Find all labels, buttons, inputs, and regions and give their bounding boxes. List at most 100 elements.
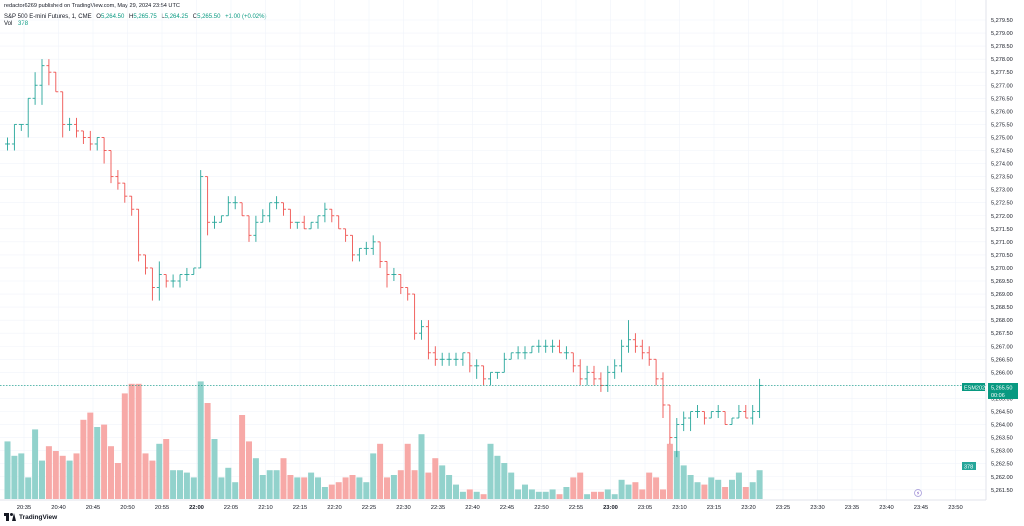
price-tick-label: 5,269.00: [991, 292, 1013, 298]
volume-bar: [687, 475, 694, 499]
ohlc-bar: [584, 365, 590, 386]
time-tick-label: 22:15: [293, 505, 308, 511]
ohlc-bar: [453, 352, 459, 366]
time-tick-label: 22:05: [224, 505, 239, 511]
volume-bar: [321, 487, 328, 499]
price-tick-label: 5,262.50: [991, 462, 1013, 468]
volume-bar: [439, 465, 446, 499]
volume-bar: [142, 453, 149, 499]
ohlc-bar: [598, 372, 604, 392]
volume-badge-box: [962, 462, 976, 470]
time-tick-label: 22:10: [258, 505, 273, 511]
ohlc-bar: [626, 320, 631, 353]
time-tick-label: 23:00: [603, 505, 618, 511]
volume-bar: [528, 489, 535, 499]
volume-bar: [156, 443, 163, 499]
symbol-title[interactable]: S&P 500 E-mini Futures, 1, CME: [4, 14, 92, 20]
volume-label: Vol: [4, 21, 13, 27]
volume-bar: [246, 441, 252, 499]
time-tick-label: 20:40: [51, 505, 66, 511]
ohlc-bar: [11, 123, 17, 151]
ohlc-bar: [39, 59, 45, 105]
ohlc-bar: [515, 346, 521, 360]
volume-bar: [101, 424, 108, 499]
volume-bar: [453, 484, 459, 499]
volume-bar: [425, 472, 432, 499]
volume-bar: [480, 494, 487, 499]
volume-bar: [73, 453, 80, 499]
volume-bar: [729, 479, 735, 499]
price-tick-label: 5,278.50: [991, 44, 1013, 50]
ohlc-bar: [177, 274, 183, 288]
ohlc-bar: [619, 339, 625, 373]
volume-bar: [225, 467, 232, 499]
ohlc-bar: [246, 215, 252, 242]
ohlc-bar: [419, 320, 424, 340]
ohlc-bar: [536, 339, 542, 353]
ohlc-bar: [115, 170, 121, 190]
volume-bar: [722, 487, 729, 499]
ohlc-bar: [53, 71, 59, 93]
close-label: C: [192, 14, 198, 20]
ohlc-bar: [122, 182, 128, 203]
volume-bar: [646, 472, 653, 499]
ohlc-bar: [467, 352, 473, 373]
time-tick-label: 23:10: [672, 505, 687, 511]
ohlc-bar: [488, 371, 493, 386]
volume-bars: [4, 381, 763, 499]
volume-bar: [632, 482, 639, 499]
volume-bar: [4, 441, 11, 499]
volume-bar: [259, 475, 266, 499]
volume-bar: [591, 491, 597, 499]
volume-bar: [625, 484, 632, 499]
ohlc-bar: [695, 404, 700, 419]
time-tick-label: 22:25: [362, 505, 377, 511]
volume-bar: [639, 489, 646, 499]
volume-bar: [190, 477, 197, 499]
ohlc-bar: [646, 346, 652, 366]
price-tick-label: 5,264.00: [991, 423, 1013, 429]
price-tick-label: 5,276.00: [991, 109, 1013, 115]
ohlc-bar: [163, 274, 169, 288]
ohlc-bar: [363, 241, 369, 255]
volume-bar: [94, 427, 101, 499]
high-value: 5,265.75: [133, 14, 157, 20]
ohlc-bar: [405, 287, 411, 301]
timezone-icon[interactable]: [914, 489, 922, 497]
volume-bar: [666, 443, 673, 499]
time-tick-label: 23:35: [845, 505, 860, 511]
price-tick-label: 5,276.50: [991, 96, 1013, 102]
volume-bar: [377, 443, 384, 499]
volume-bar: [604, 489, 611, 499]
time-tick-label: 20:45: [86, 505, 101, 511]
price-tick-label: 5,272.00: [991, 214, 1013, 220]
ohlc-bar: [398, 274, 404, 295]
ohlc-bar: [660, 372, 666, 419]
ohlc-bar: [425, 320, 431, 360]
volume-bar: [494, 455, 501, 499]
volume-bar: [328, 484, 335, 499]
price-tick-label: 5,275.00: [991, 135, 1013, 141]
ohlc-bar: [612, 359, 618, 379]
price-tick-label: 5,279.50: [991, 18, 1013, 24]
volume-bar: [556, 494, 563, 499]
time-axis[interactable]: 20:35 20:40 20:45 20:50 20:55 22:00 22:05 22:10…: [17, 505, 963, 511]
tradingview-logo[interactable]: TradingView: [4, 513, 57, 521]
volume-bar: [183, 472, 190, 499]
volume-bar: [87, 412, 94, 499]
high-label: H: [128, 14, 134, 20]
price-axis[interactable]: 5,279.50 5,279.00 5,278.50 5,278.00 5,277.50…: [991, 18, 1013, 494]
ohlc-bar: [736, 404, 742, 419]
ohlc-bar: [563, 346, 569, 360]
volume-bar: [18, 453, 25, 499]
ohlc-bar: [136, 208, 142, 262]
price-tick-label: 5,273.50: [991, 175, 1013, 181]
volume-bar: [218, 477, 225, 499]
ohlc-bar: [46, 59, 52, 86]
volume-bar: [701, 484, 708, 499]
ohlc-bar: [101, 136, 107, 164]
price-tick-label: 5,266.50: [991, 357, 1013, 363]
ohlc-bar: [632, 333, 638, 353]
ohlc-bar: [543, 339, 549, 353]
